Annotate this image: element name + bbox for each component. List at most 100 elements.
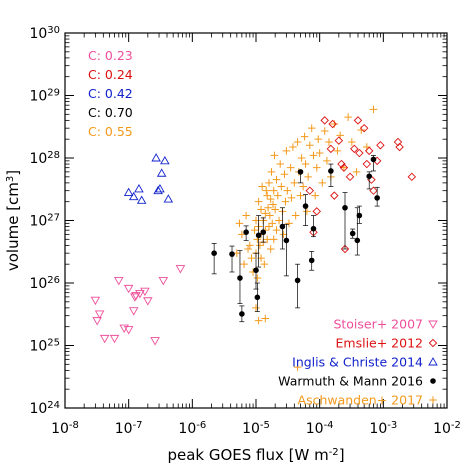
data-point	[342, 204, 348, 211]
x-tick-label: 10-3	[369, 420, 397, 438]
correlation-label: C: 0.24	[88, 67, 133, 82]
correlation-label: C: 0.70	[88, 105, 133, 120]
data-point	[309, 151, 318, 160]
legend-label: Emslie+ 2012	[336, 336, 423, 351]
data-point	[290, 179, 299, 187]
data-point	[325, 138, 333, 146]
data-point	[282, 147, 291, 155]
data-point	[359, 123, 369, 133]
data-point	[268, 219, 277, 228]
data-point	[257, 205, 265, 214]
data-point	[153, 185, 163, 195]
data-point	[281, 197, 290, 206]
data-point	[260, 229, 267, 235]
legend: Stoiser+ 2007 Emslie+ 2012 Inglis & Christ…	[278, 317, 438, 408]
correlation-label: C: 0.42	[88, 86, 133, 101]
data-point	[123, 284, 134, 294]
data-point	[349, 230, 356, 237]
data-point	[283, 237, 290, 244]
data-point	[269, 186, 278, 195]
data-point	[393, 137, 403, 147]
data-point	[364, 146, 374, 156]
y-tick-label: 1029	[29, 87, 60, 105]
data-point	[350, 144, 359, 154]
data-point	[344, 113, 352, 121]
data-point	[272, 175, 281, 184]
data-point	[266, 211, 274, 220]
data-point	[160, 155, 170, 165]
data-point	[374, 195, 380, 201]
y-tick-label: 1025	[29, 337, 60, 355]
x-tick-label: 10-5	[242, 420, 270, 438]
legend-marker	[428, 320, 438, 329]
data-point	[140, 287, 150, 297]
y-tick-label: 1027	[29, 212, 60, 230]
data-marks	[90, 105, 417, 371]
data-point	[128, 191, 139, 201]
legend-label: Aschwanden+ 2017	[298, 393, 423, 408]
data-point	[312, 163, 321, 172]
legend-label: Stoiser+ 2007	[333, 317, 423, 332]
data-point	[304, 173, 312, 181]
data-point	[255, 232, 262, 239]
data-point	[277, 182, 286, 191]
data-point	[299, 182, 307, 191]
data-point	[312, 207, 321, 216]
data-point	[263, 235, 272, 244]
x-axis-title: peak GOES flux [W m-2]	[167, 446, 344, 464]
data-point	[339, 163, 349, 172]
data-point	[143, 297, 153, 306]
data-point	[274, 191, 282, 200]
data-point	[310, 225, 317, 232]
data-point	[333, 147, 342, 155]
data-point	[315, 149, 324, 157]
data-point	[320, 127, 329, 135]
data-point	[258, 182, 266, 191]
data-point	[92, 317, 102, 326]
data-point	[294, 277, 301, 284]
x-tick-label: 10-8	[51, 420, 79, 438]
data-point	[308, 257, 315, 264]
data-point	[151, 153, 161, 162]
data-point	[370, 156, 377, 163]
legend-marker	[429, 396, 437, 404]
data-point	[353, 116, 363, 125]
data-point	[297, 169, 304, 175]
legend-label: Inglis & Christe 2014	[292, 355, 423, 370]
y-axis-title: volume [cm3]	[4, 170, 22, 271]
data-point	[135, 290, 145, 299]
data-point	[301, 160, 310, 168]
data-point	[407, 172, 417, 182]
data-point	[287, 194, 296, 202]
x-tick-label: 10-2	[433, 420, 461, 438]
data-point	[356, 212, 363, 219]
data-point	[253, 267, 259, 274]
data-point	[279, 223, 286, 230]
tick-labels: 10-8 10-7 10-6 10-5 10-4 10-3 10-2 1024 1025 1026…	[29, 25, 460, 438]
data-point	[300, 132, 309, 141]
data-point	[297, 154, 306, 162]
data-point	[323, 157, 331, 165]
data-point	[243, 229, 249, 235]
correlation-labels: C: 0.23 C: 0.24 C: 0.42 C: 0.70 C: 0.55	[88, 48, 133, 139]
data-point	[239, 311, 245, 317]
data-point	[123, 326, 134, 335]
data-point	[318, 179, 327, 187]
data-point	[128, 307, 139, 316]
data-point	[334, 136, 344, 145]
data-point	[285, 219, 293, 228]
data-point	[175, 265, 186, 274]
y-tick-label: 1024	[29, 400, 60, 418]
data-point	[354, 237, 361, 244]
data-point	[163, 194, 174, 203]
data-point	[328, 119, 337, 129]
data-point	[369, 186, 378, 195]
data-point	[306, 141, 314, 150]
data-point	[90, 296, 101, 306]
data-point	[314, 135, 323, 143]
data-point	[150, 337, 160, 346]
data-point	[305, 186, 315, 195]
data-point	[369, 105, 378, 114]
